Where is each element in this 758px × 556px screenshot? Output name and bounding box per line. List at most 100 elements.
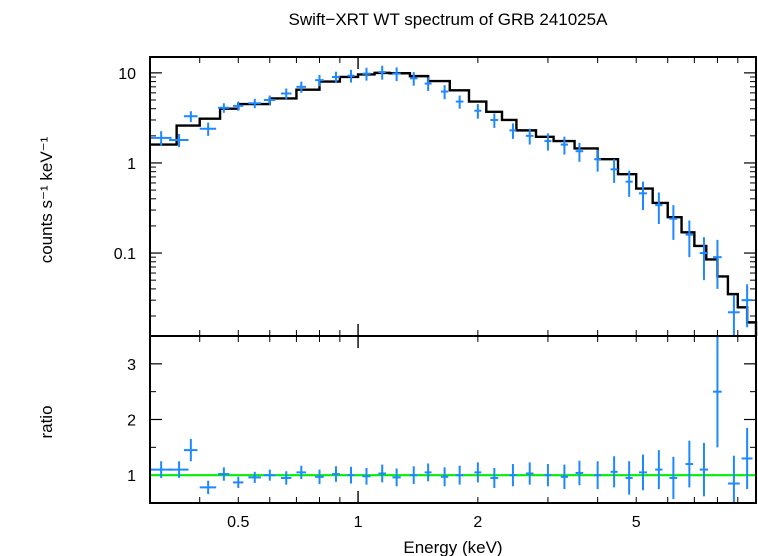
x-tick-label: 2 — [473, 514, 482, 531]
bottom-data-point — [655, 450, 663, 490]
bottom-data-point — [199, 480, 217, 495]
top-y-axis-label-group: counts s⁻¹ keV⁻¹ — [37, 136, 56, 263]
bottom-data-point — [440, 467, 449, 487]
top-data-point — [263, 95, 276, 105]
top-panel: counts s⁻¹ keV⁻¹ 0.1 1 10 — [37, 56, 758, 337]
top-data-point — [610, 159, 618, 183]
top-y-ticks: 0.1 1 10 — [114, 66, 756, 317]
bottom-data-point — [490, 467, 499, 488]
bottom-plot-frame — [149, 335, 757, 504]
bottom-y-axis-label-group: ratio — [37, 405, 56, 438]
x-tick-label: 0.5 — [227, 514, 249, 531]
top-data-point — [455, 95, 464, 109]
bottom-data-point — [638, 454, 647, 491]
top-data-point — [424, 77, 432, 91]
bottom-data-point — [169, 461, 189, 478]
bottom-data-point — [575, 460, 584, 486]
top-data-point — [713, 239, 722, 289]
top-data-point — [280, 88, 292, 100]
bottom-y-tick-label: 3 — [127, 357, 136, 374]
bottom-data-point — [362, 467, 371, 485]
top-data-point — [560, 136, 569, 155]
bottom-data-point — [424, 463, 432, 482]
bottom-data-point — [741, 427, 753, 490]
bottom-data-point — [560, 464, 569, 490]
bottom-data-points — [150, 336, 753, 503]
bottom-data-point — [727, 455, 740, 503]
x-tick-label: 1 — [354, 514, 363, 531]
bottom-data-point — [713, 336, 722, 448]
top-data-point — [332, 71, 340, 84]
model-curve — [150, 71, 758, 336]
bottom-data-point — [455, 465, 464, 485]
bottom-data-point — [610, 456, 618, 488]
bottom-data-point — [263, 469, 276, 481]
top-data-point — [296, 81, 307, 93]
top-data-point — [741, 284, 753, 328]
top-data-point — [199, 122, 217, 136]
bottom-y-axis-label: ratio — [37, 405, 56, 438]
bottom-data-point — [669, 456, 678, 500]
bottom-data-point — [233, 476, 244, 488]
top-y-tick-label: 0.1 — [114, 246, 136, 263]
bottom-data-point — [392, 468, 401, 487]
bottom-data-point — [625, 461, 633, 495]
top-data-point — [594, 149, 602, 172]
x-tick-label: 5 — [632, 514, 641, 531]
top-y-tick-label: 10 — [118, 66, 136, 83]
bottom-data-point — [474, 462, 482, 483]
top-data-point — [509, 123, 517, 139]
top-data-point — [575, 142, 584, 162]
top-data-point — [525, 128, 534, 145]
bottom-panel: ratio 1 2 3 0.5 1 2 5 Energy (keV) — [37, 57, 757, 556]
bottom-data-point — [699, 442, 709, 497]
top-y-axis-label: counts s⁻¹ keV⁻¹ — [37, 136, 56, 263]
top-data-point — [727, 295, 740, 336]
top-data-point — [440, 85, 449, 100]
top-data-point — [315, 74, 324, 87]
top-data-point — [655, 192, 663, 225]
bottom-data-point — [332, 466, 340, 482]
bottom-data-point — [378, 464, 386, 483]
bottom-data-point — [248, 471, 261, 483]
bottom-data-point — [347, 466, 355, 484]
top-y-tick-label: 1 — [127, 156, 136, 173]
bottom-data-point — [280, 471, 292, 485]
bottom-data-point — [594, 461, 602, 490]
top-data-point — [685, 220, 694, 258]
top-data-point — [474, 104, 482, 119]
top-data-point — [150, 131, 172, 146]
bottom-data-point — [525, 462, 534, 485]
top-data-point — [248, 98, 261, 109]
bottom-data-point — [544, 464, 552, 487]
top-data-point — [233, 101, 244, 111]
model-step-line — [150, 71, 758, 336]
bottom-y-tick-label: 2 — [127, 413, 136, 430]
top-data-point — [169, 133, 189, 148]
top-data-point — [490, 113, 499, 128]
bottom-data-point — [150, 461, 172, 478]
bottom-data-point — [183, 438, 198, 462]
top-data-points — [150, 65, 753, 336]
top-data-point — [699, 237, 709, 281]
bottom-data-point — [409, 466, 418, 485]
bottom-data-point — [218, 467, 230, 481]
top-data-point — [378, 65, 386, 80]
top-data-point — [347, 69, 355, 83]
bottom-data-point — [315, 469, 324, 485]
top-data-point — [392, 67, 401, 82]
bottom-x-ticks: 0.5 1 2 5 — [149, 57, 739, 531]
top-data-point — [218, 103, 230, 113]
top-data-point — [409, 72, 418, 86]
bottom-y-tick-label: 1 — [127, 468, 136, 485]
top-data-point — [625, 170, 633, 197]
chart-title: Swift−XRT WT spectrum of GRB 241025A — [289, 10, 609, 29]
bottom-y-ticks: 1 2 3 — [127, 335, 756, 504]
x-axis-label: Energy (keV) — [403, 538, 502, 556]
bottom-data-point — [509, 464, 517, 487]
bottom-data-point — [296, 465, 307, 480]
bottom-data-point — [685, 440, 694, 488]
top-data-point — [362, 67, 371, 81]
top-data-point — [669, 205, 678, 240]
